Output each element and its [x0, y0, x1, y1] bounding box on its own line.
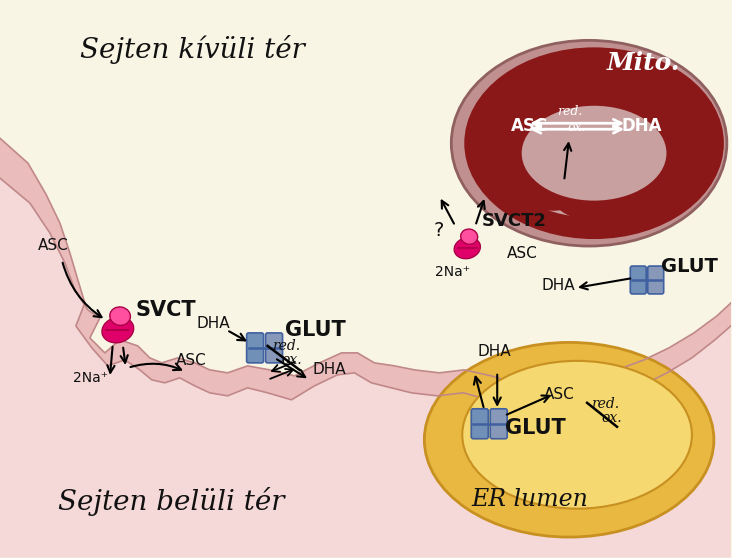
Ellipse shape — [652, 94, 706, 189]
FancyBboxPatch shape — [630, 266, 646, 294]
Ellipse shape — [519, 65, 639, 117]
Text: ASC: ASC — [176, 353, 206, 368]
Ellipse shape — [425, 343, 714, 537]
Text: red.: red. — [591, 397, 619, 411]
Text: ?: ? — [433, 221, 444, 240]
Text: ox.: ox. — [567, 121, 586, 134]
Polygon shape — [0, 178, 731, 557]
Text: ox.: ox. — [601, 411, 621, 425]
Ellipse shape — [464, 47, 724, 239]
Ellipse shape — [102, 317, 134, 343]
FancyBboxPatch shape — [471, 409, 488, 439]
Ellipse shape — [610, 69, 691, 129]
FancyBboxPatch shape — [266, 333, 283, 363]
Ellipse shape — [452, 40, 727, 246]
Ellipse shape — [554, 169, 664, 222]
Ellipse shape — [454, 237, 480, 259]
Ellipse shape — [481, 95, 534, 187]
Text: SVCT: SVCT — [136, 300, 196, 320]
Ellipse shape — [496, 74, 566, 125]
Text: DHA: DHA — [313, 362, 346, 377]
Text: Mito.: Mito. — [607, 51, 681, 75]
Ellipse shape — [522, 106, 666, 201]
Text: ASC: ASC — [38, 238, 69, 253]
Text: ASC: ASC — [507, 246, 538, 261]
Text: 2Na⁺: 2Na⁺ — [436, 265, 471, 279]
Text: Sejten belüli tér: Sejten belüli tér — [58, 487, 285, 516]
Ellipse shape — [501, 99, 676, 217]
FancyBboxPatch shape — [490, 409, 507, 439]
Ellipse shape — [623, 160, 691, 206]
FancyBboxPatch shape — [648, 266, 664, 294]
Text: red.: red. — [557, 105, 583, 118]
Text: GLUT: GLUT — [505, 418, 566, 438]
Ellipse shape — [110, 307, 130, 325]
Text: ER lumen: ER lumen — [471, 488, 588, 511]
Text: DHA: DHA — [477, 344, 511, 359]
Text: Sejten kívüli tér: Sejten kívüli tér — [80, 35, 305, 64]
Polygon shape — [0, 138, 731, 410]
Text: DHA: DHA — [197, 316, 231, 331]
Text: GLUT: GLUT — [285, 320, 346, 340]
Text: GLUT: GLUT — [661, 257, 718, 276]
Text: red.: red. — [272, 339, 299, 353]
Ellipse shape — [463, 361, 692, 509]
Text: DHA: DHA — [541, 278, 575, 293]
Text: 2Na⁺: 2Na⁺ — [73, 371, 108, 385]
Ellipse shape — [504, 167, 578, 211]
Text: ox.: ox. — [282, 353, 302, 367]
Text: DHA: DHA — [621, 117, 662, 135]
Ellipse shape — [460, 229, 478, 244]
Text: ASC: ASC — [544, 387, 575, 402]
Text: SVCT2: SVCT2 — [482, 212, 548, 230]
FancyBboxPatch shape — [247, 333, 264, 363]
Text: ASC: ASC — [511, 117, 548, 135]
